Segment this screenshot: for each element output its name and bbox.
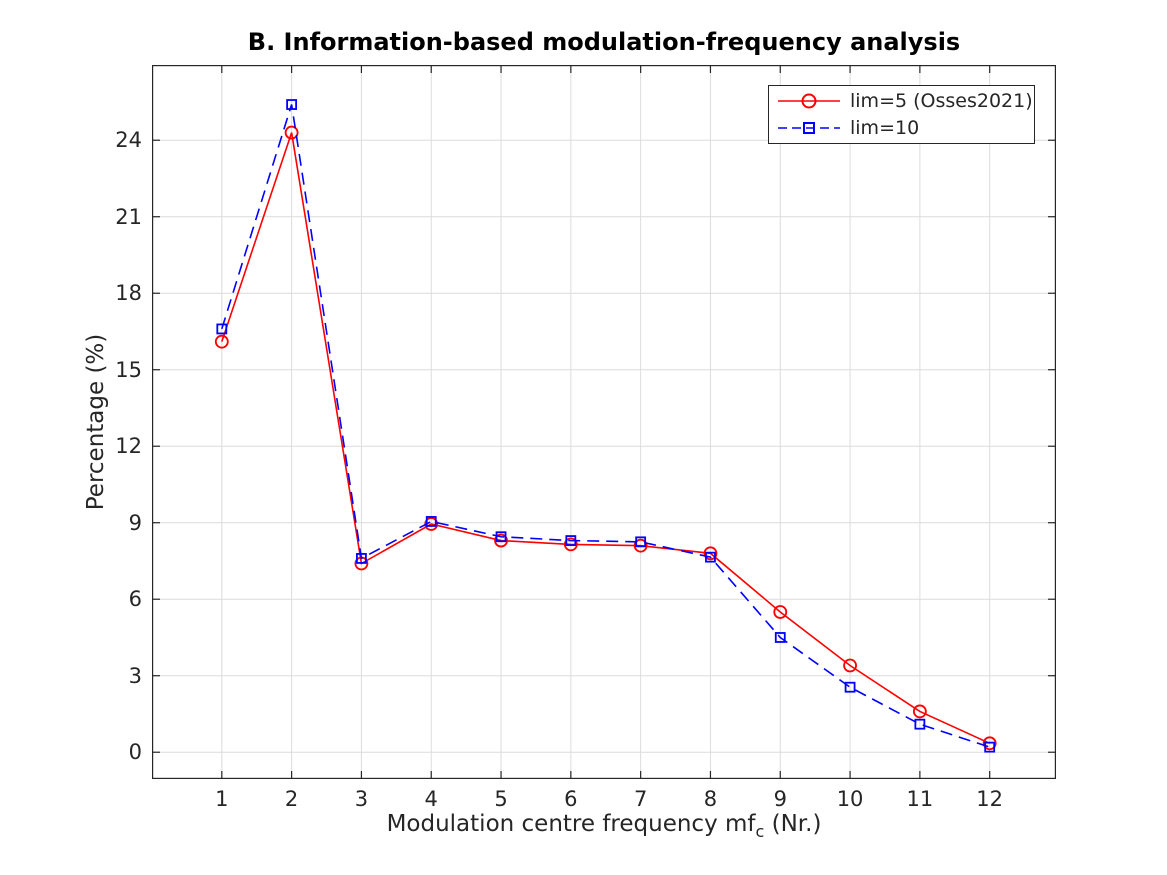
axes-box — [152, 65, 1056, 779]
x-tick-label: 10 — [836, 787, 864, 811]
data-point-circle — [703, 546, 718, 561]
legend-sample-line-circle — [778, 93, 840, 109]
legend-label: lim=10 — [850, 117, 920, 139]
y-tick-label: 3 — [128, 663, 142, 688]
y-tick-label: 21 — [115, 204, 142, 229]
x-tick-label: 1 — [215, 787, 229, 811]
y-tick-label: 15 — [115, 357, 142, 382]
legend-entry-lim5: lim=5 (Osses2021) — [769, 88, 1034, 115]
series-line-2 — [221, 104, 990, 748]
x-tick-label: 2 — [284, 787, 299, 811]
data-point-square — [914, 718, 926, 730]
x-axis-label-text: Modulation centre frequency mf — [386, 811, 756, 837]
data-point-circle — [843, 658, 857, 673]
data-point-circle — [563, 537, 578, 552]
y-tick-label: 0 — [128, 740, 142, 765]
x-tick-label: 3 — [354, 787, 369, 811]
x-axis-label-units: (Nr.) — [764, 811, 822, 837]
data-point-square — [844, 681, 856, 693]
y-tick-label: 24 — [115, 128, 142, 153]
y-tick-label: 6 — [128, 587, 142, 612]
data-point-square — [356, 553, 367, 564]
legend-entry-lim10: lim=10 — [769, 115, 1034, 142]
plot-area — [152, 65, 1056, 779]
x-axis-label: Modulation centre frequency mfc (Nr.) — [152, 811, 1056, 841]
legend-sample-line-square — [778, 122, 840, 134]
x-tick-label: 5 — [494, 787, 508, 811]
data-point-square — [635, 536, 647, 548]
data-point-square — [565, 535, 577, 546]
data-point-square — [705, 551, 716, 563]
chart-plot — [152, 65, 1056, 779]
data-point-circle — [912, 704, 927, 719]
y-tick-label: 9 — [128, 510, 142, 535]
data-point-circle — [494, 533, 508, 548]
data-point-circle — [773, 605, 788, 619]
legend-label: lim=5 (Osses2021) — [850, 90, 1033, 112]
data-point-square — [425, 516, 437, 527]
legend: lim=5 (Osses2021) lim=10 — [768, 85, 1035, 144]
x-tick-label: 11 — [906, 787, 934, 811]
data-point-circle — [633, 538, 648, 553]
data-point-square — [984, 741, 996, 753]
data-point-square — [286, 99, 298, 110]
x-tick-label: 4 — [424, 787, 438, 811]
x-axis-label-subscript: c — [755, 822, 765, 841]
x-tick-label: 6 — [564, 787, 578, 811]
y-tick-label: 12 — [115, 434, 142, 459]
data-point-circle — [214, 334, 229, 349]
data-point-square — [216, 323, 228, 335]
y-tick-label: 18 — [115, 281, 142, 306]
x-tick-label: 12 — [976, 787, 1004, 811]
series-line-1 — [221, 132, 991, 745]
data-point-square — [774, 632, 786, 643]
square-marker-icon — [803, 122, 815, 134]
data-point-circle — [982, 736, 997, 751]
x-tick-label: 9 — [773, 787, 787, 811]
data-point-square — [495, 531, 507, 543]
data-point-circle — [284, 125, 299, 140]
x-tick-label: 7 — [633, 787, 648, 811]
circle-marker-icon — [801, 93, 817, 109]
plot-title: B. Information-based modulation-frequenc… — [247, 28, 961, 56]
x-tick-label: 8 — [703, 787, 718, 811]
